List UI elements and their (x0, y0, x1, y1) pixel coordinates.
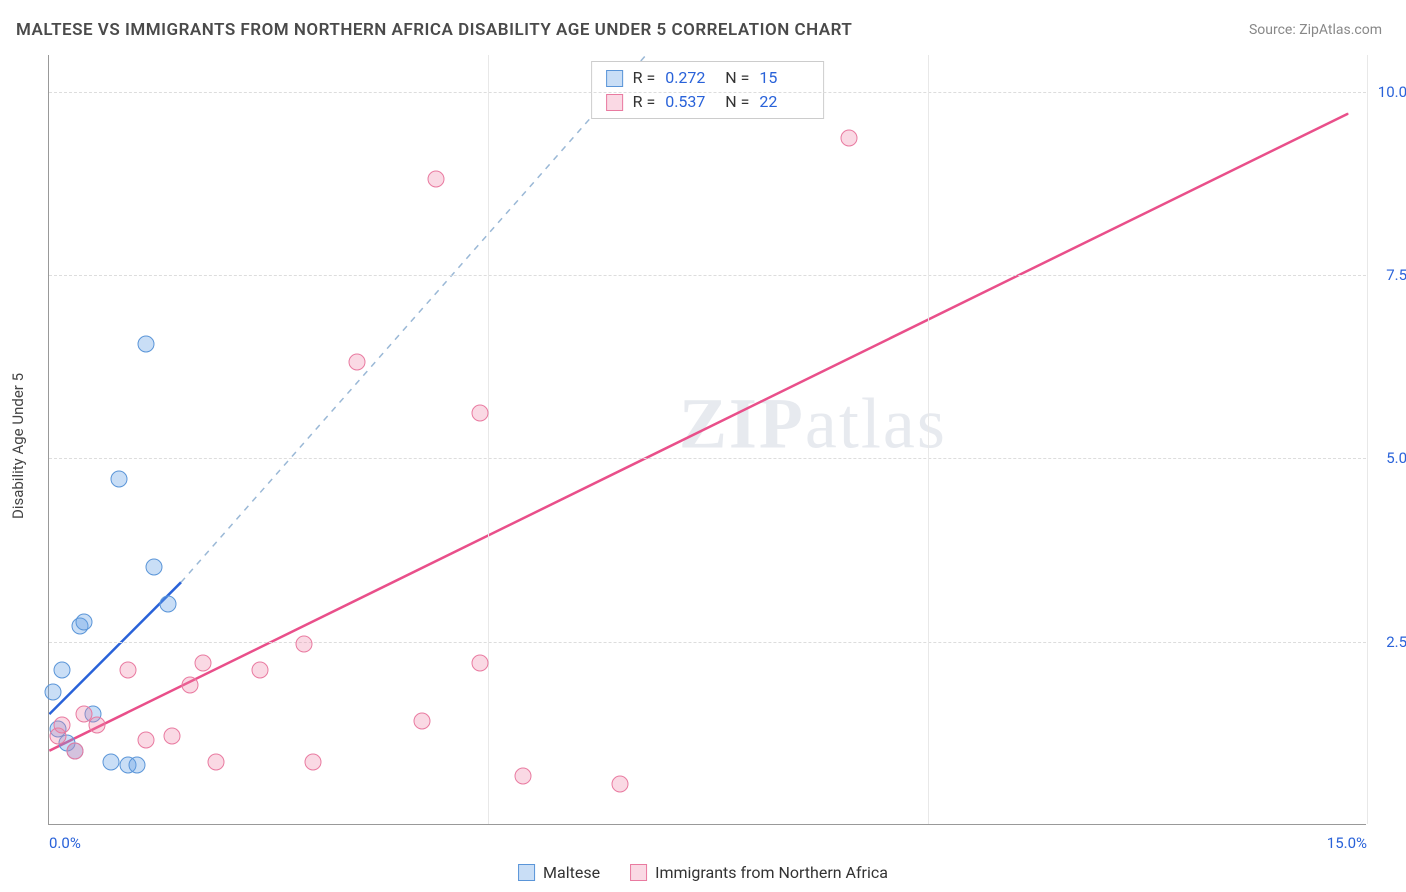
scatter-point (164, 728, 181, 745)
swatch-maltese (518, 864, 535, 881)
scatter-point (414, 713, 431, 730)
stats-legend-box: R = 0.272 N = 15 R = 0.537 N = 22 (591, 61, 825, 119)
scatter-point (120, 662, 137, 679)
x-tick-label: 0.0% (49, 834, 81, 852)
scatter-point (54, 662, 71, 679)
gridline-vertical (928, 55, 929, 824)
plot-area: ZIPatlas R = 0.272 N = 15 R = 0.537 N = … (48, 55, 1366, 825)
r-label: R = (633, 66, 656, 90)
y-tick-label: 2.5% (1386, 633, 1406, 651)
y-tick-label: 7.5% (1386, 266, 1406, 284)
watermark: ZIPatlas (679, 383, 947, 466)
n-value-northern-africa: 22 (759, 90, 809, 114)
scatter-point (45, 684, 62, 701)
scatter-point (515, 768, 532, 785)
r-value-northern-africa: 0.537 (665, 90, 715, 114)
gridline-horizontal (49, 92, 1366, 93)
r-label: R = (633, 90, 656, 114)
scatter-point (89, 717, 106, 734)
swatch-northern-africa (630, 864, 647, 881)
swatch-northern-africa (606, 94, 623, 111)
scatter-point (137, 731, 154, 748)
bottom-legend: Maltese Immigrants from Northern Africa (518, 863, 888, 882)
scatter-point (159, 596, 176, 613)
scatter-point (76, 614, 93, 631)
gridline-vertical (488, 55, 489, 824)
scatter-point (128, 757, 145, 774)
trend-lines-layer (49, 55, 1366, 824)
swatch-maltese (606, 70, 623, 87)
trendline-solid (49, 114, 1348, 751)
source-text: Source: ZipAtlas.com (1249, 22, 1382, 38)
scatter-point (427, 170, 444, 187)
trendline-dashed (181, 55, 646, 582)
scatter-point (612, 775, 629, 792)
gridline-vertical (1367, 55, 1368, 824)
y-tick-label: 10.0% (1378, 83, 1406, 101)
scatter-point (194, 654, 211, 671)
scatter-point (146, 559, 163, 576)
scatter-point (181, 676, 198, 693)
scatter-point (102, 753, 119, 770)
scatter-point (207, 753, 224, 770)
scatter-point (67, 742, 84, 759)
stats-row-maltese: R = 0.272 N = 15 (606, 66, 810, 90)
scatter-point (304, 753, 321, 770)
x-tick-label: 15.0% (1327, 834, 1367, 852)
gridline-horizontal (49, 642, 1366, 643)
gridline-horizontal (49, 458, 1366, 459)
stats-row-northern-africa: R = 0.537 N = 22 (606, 90, 810, 114)
scatter-point (471, 654, 488, 671)
scatter-point (840, 130, 857, 147)
n-label: N = (725, 66, 749, 90)
y-tick-label: 5.0% (1386, 449, 1406, 467)
chart-title: MALTESE VS IMMIGRANTS FROM NORTHERN AFRI… (16, 20, 852, 40)
n-value-maltese: 15 (759, 66, 809, 90)
scatter-point (295, 636, 312, 653)
scatter-point (251, 662, 268, 679)
scatter-point (54, 717, 71, 734)
gridline-horizontal (49, 275, 1366, 276)
r-value-maltese: 0.272 (665, 66, 715, 90)
legend-label-maltese: Maltese (543, 863, 600, 882)
scatter-point (111, 471, 128, 488)
scatter-point (471, 405, 488, 422)
scatter-point (348, 354, 365, 371)
n-label: N = (725, 90, 749, 114)
y-axis-label: Disability Age Under 5 (9, 373, 27, 519)
scatter-point (137, 335, 154, 352)
legend-item-northern-africa: Immigrants from Northern Africa (630, 863, 888, 882)
chart-container: MALTESE VS IMMIGRANTS FROM NORTHERN AFRI… (0, 0, 1406, 892)
legend-item-maltese: Maltese (518, 863, 600, 882)
legend-label-northern-africa: Immigrants from Northern Africa (655, 863, 888, 882)
